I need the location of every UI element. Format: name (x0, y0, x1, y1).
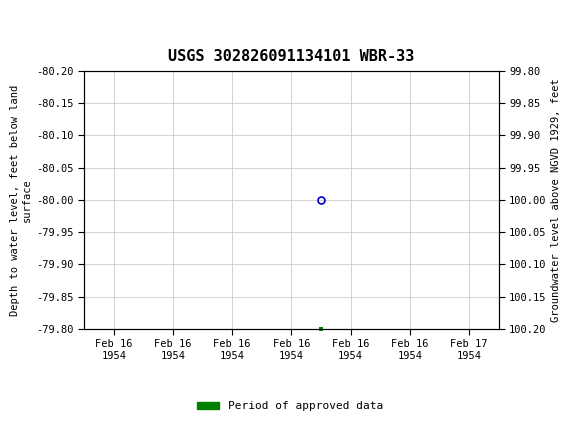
Y-axis label: Depth to water level, feet below land
surface: Depth to water level, feet below land su… (10, 84, 32, 316)
Y-axis label: Groundwater level above NGVD 1929, feet: Groundwater level above NGVD 1929, feet (551, 78, 561, 322)
Title: USGS 302826091134101 WBR-33: USGS 302826091134101 WBR-33 (168, 49, 415, 64)
Legend: Period of approved data: Period of approved data (193, 397, 387, 416)
Text: ≡USGS: ≡USGS (9, 11, 85, 30)
